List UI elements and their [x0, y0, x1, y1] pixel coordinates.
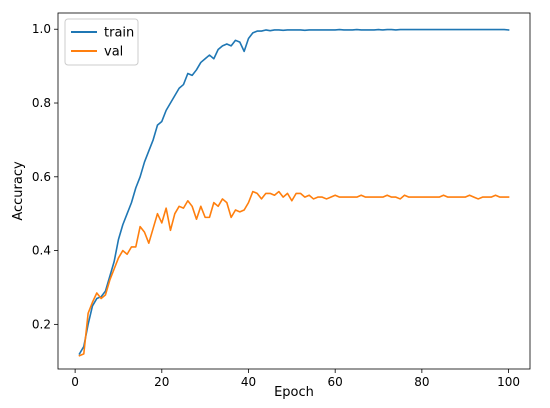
x-axis-label: Epoch	[274, 385, 314, 400]
legend-label-val: val	[104, 45, 123, 60]
y-axis-label: Accuracy	[11, 161, 26, 221]
x-tick-label: 100	[497, 375, 520, 389]
x-axis-ticks: 0 20 40 60 80 100	[71, 369, 520, 389]
y-tick-label: 0.8	[32, 96, 51, 110]
legend-label-train: train	[104, 26, 134, 41]
series-line-val	[78, 190, 510, 357]
y-tick-label: 0.6	[32, 170, 51, 184]
x-tick-label: 80	[414, 375, 429, 389]
series-line-train	[78, 28, 510, 355]
x-tick-label: 0	[71, 375, 79, 389]
series-layer	[78, 28, 510, 357]
legend-box	[64, 18, 139, 66]
plot-layers: 0 20 40 60 80 100 0.2 0.4 0.6 0.8 1.0	[32, 12, 531, 389]
y-tick-label: 0.2	[32, 317, 51, 331]
x-tick-label: 60	[328, 375, 343, 389]
y-tick-label: 1.0	[32, 22, 51, 36]
plot-frame	[57, 12, 531, 370]
y-axis-ticks: 0.2 0.4 0.6 0.8 1.0	[32, 22, 58, 331]
x-tick-label: 40	[241, 375, 256, 389]
legend: train val	[64, 18, 139, 66]
y-tick-label: 0.4	[32, 244, 51, 258]
x-tick-label: 20	[154, 375, 169, 389]
